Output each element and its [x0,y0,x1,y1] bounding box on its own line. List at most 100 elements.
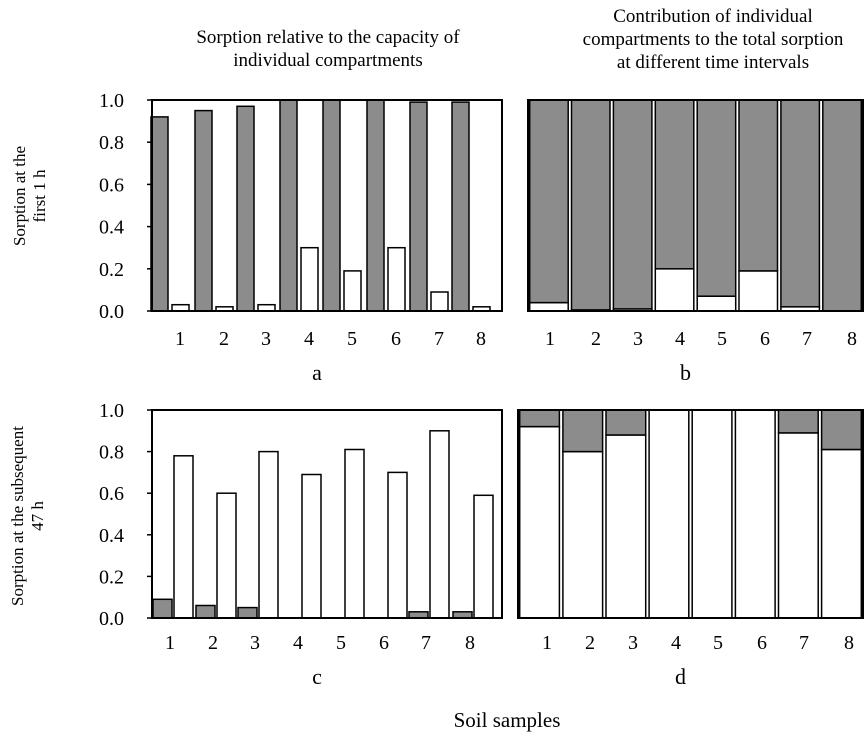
bar-b-white-1 [528,301,569,312]
x-tick-label-d: 7 [799,632,809,654]
x-tick-label-c: 2 [208,632,218,654]
x-tick-label-c: 3 [250,632,260,654]
panel-d: 1 2 3 4 5 6 7 8 d [517,409,864,689]
y-tick-label-c: 0.6 [99,483,124,505]
left-column-title: Sorption relative to the capacity of ind… [196,27,460,71]
x-tick-label-c: 8 [465,632,475,654]
right-title-line-2: compartments to the total sorption [583,29,844,50]
x-tick-label-b: 6 [760,328,770,350]
x-tick-label-a: 2 [219,328,229,350]
x-tick-label-a: 6 [391,328,401,350]
bar-b-white-4 [654,268,695,312]
bar-d-gray-2 [562,409,604,453]
bar-c-white-1 [173,455,194,619]
bar-a-gray-2 [194,109,213,312]
bar-c-white-5 [344,448,365,619]
bar-a-white-7 [430,291,449,312]
bar-a-gray-4 [279,99,298,312]
bar-a-gray-7 [409,101,428,312]
bar-a-white-4 [300,246,319,312]
y-tick-label-c: 0.4 [99,525,124,547]
panel-letter-c: c [312,664,322,689]
bar-c-white-7 [429,430,450,619]
y-tick-label-a: 0.0 [99,301,124,323]
bar-c-gray-3 [237,606,258,619]
bottom-row-label-line-2: 47 h [28,501,47,531]
y-tick-label-c: 0.2 [99,566,124,588]
x-tick-label-d: 3 [628,632,638,654]
bar-d-white-1 [518,425,561,619]
x-tick-label-b: 1 [545,328,555,350]
bar-c-white-8 [473,494,494,619]
x-tick-label-c: 7 [421,632,431,654]
panel-b: 1 2 3 4 5 6 7 8 b [527,99,864,385]
x-tick-label-a: 1 [175,328,185,350]
bar-b-gray-2 [570,99,611,311]
bar-a-gray-5 [322,99,341,312]
bar-d-white-6 [734,409,776,619]
x-tick-label-b: 2 [591,328,601,350]
panel-b-frame [527,99,864,312]
bar-a-gray-3 [236,105,255,312]
bottom-row-label: Sorption at the subsequent 47 h [8,426,47,606]
x-axis-label: Soil samples [454,708,561,732]
y-tick-label-a: 0.8 [99,132,124,154]
bar-b-gray-5 [696,99,737,297]
bar-d-white-5 [691,409,733,619]
right-title-line-1: Contribution of individual [613,6,813,27]
bar-c-white-3 [258,450,279,619]
top-row-label-line-1: Sorption at the [10,146,29,246]
top-row-label-line-2: first 1 h [30,169,49,222]
bar-b-gray-3 [612,99,653,310]
bar-d-white-7 [777,432,819,619]
x-tick-label-d: 2 [585,632,595,654]
y-tick-label-a: 0.2 [99,259,124,281]
bar-b-gray-8 [822,99,863,312]
bar-d-gray-7 [777,409,819,434]
bar-b-white-5 [696,295,737,312]
y-tick-label-c: 1.0 [99,400,124,422]
right-column-title: Contribution of individual compartments … [583,6,844,73]
y-tick-label-c: 0.0 [99,608,124,630]
bar-c-gray-2 [195,604,216,619]
panel-letter-b: b [680,360,691,385]
panel-a: 0.0 0.2 0.4 0.6 0.8 1.0 1 2 3 4 5 6 7 8 a [99,90,503,385]
x-tick-label-a: 5 [347,328,357,350]
x-tick-label-b: 4 [675,328,685,350]
x-tick-label-c: 1 [165,632,175,654]
x-tick-label-a: 7 [434,328,444,350]
bar-c-white-4 [301,473,322,619]
x-tick-label-d: 1 [542,632,552,654]
bar-d-gray-8 [820,409,863,451]
y-tick-label-a: 0.4 [99,217,124,239]
bar-d-white-2 [562,450,604,619]
x-tick-label-c: 5 [336,632,346,654]
bar-d-gray-1 [518,409,561,428]
x-tick-label-b: 7 [802,328,812,350]
x-tick-label-c: 4 [293,632,303,654]
bar-a-gray-6 [366,99,385,312]
bar-c-gray-1 [152,598,173,619]
bar-b-gray-6 [738,99,779,272]
right-title-line-3: at different time intervals [617,52,809,73]
x-tick-label-d: 4 [671,632,681,654]
bar-b-gray-4 [654,99,695,270]
panel-letter-d: d [675,664,686,689]
bar-d-gray-3 [605,409,647,436]
panel-letter-a: a [312,360,322,385]
panel-d-frame [517,409,864,619]
bar-b-gray-7 [780,99,821,308]
y-tick-label-a: 0.6 [99,174,124,196]
bar-d-white-8 [820,448,863,619]
bottom-row-label-line-1: Sorption at the subsequent [8,426,27,606]
x-tick-label-b: 3 [633,328,643,350]
x-tick-label-c: 6 [379,632,389,654]
bar-c-white-2 [216,492,237,619]
x-tick-label-a: 3 [261,328,271,350]
y-tick-label-c: 0.8 [99,442,124,464]
bar-d-white-3 [605,434,647,619]
bar-c-white-6 [387,471,408,619]
bar-b-white-6 [738,270,779,312]
x-tick-label-b: 8 [847,328,857,350]
